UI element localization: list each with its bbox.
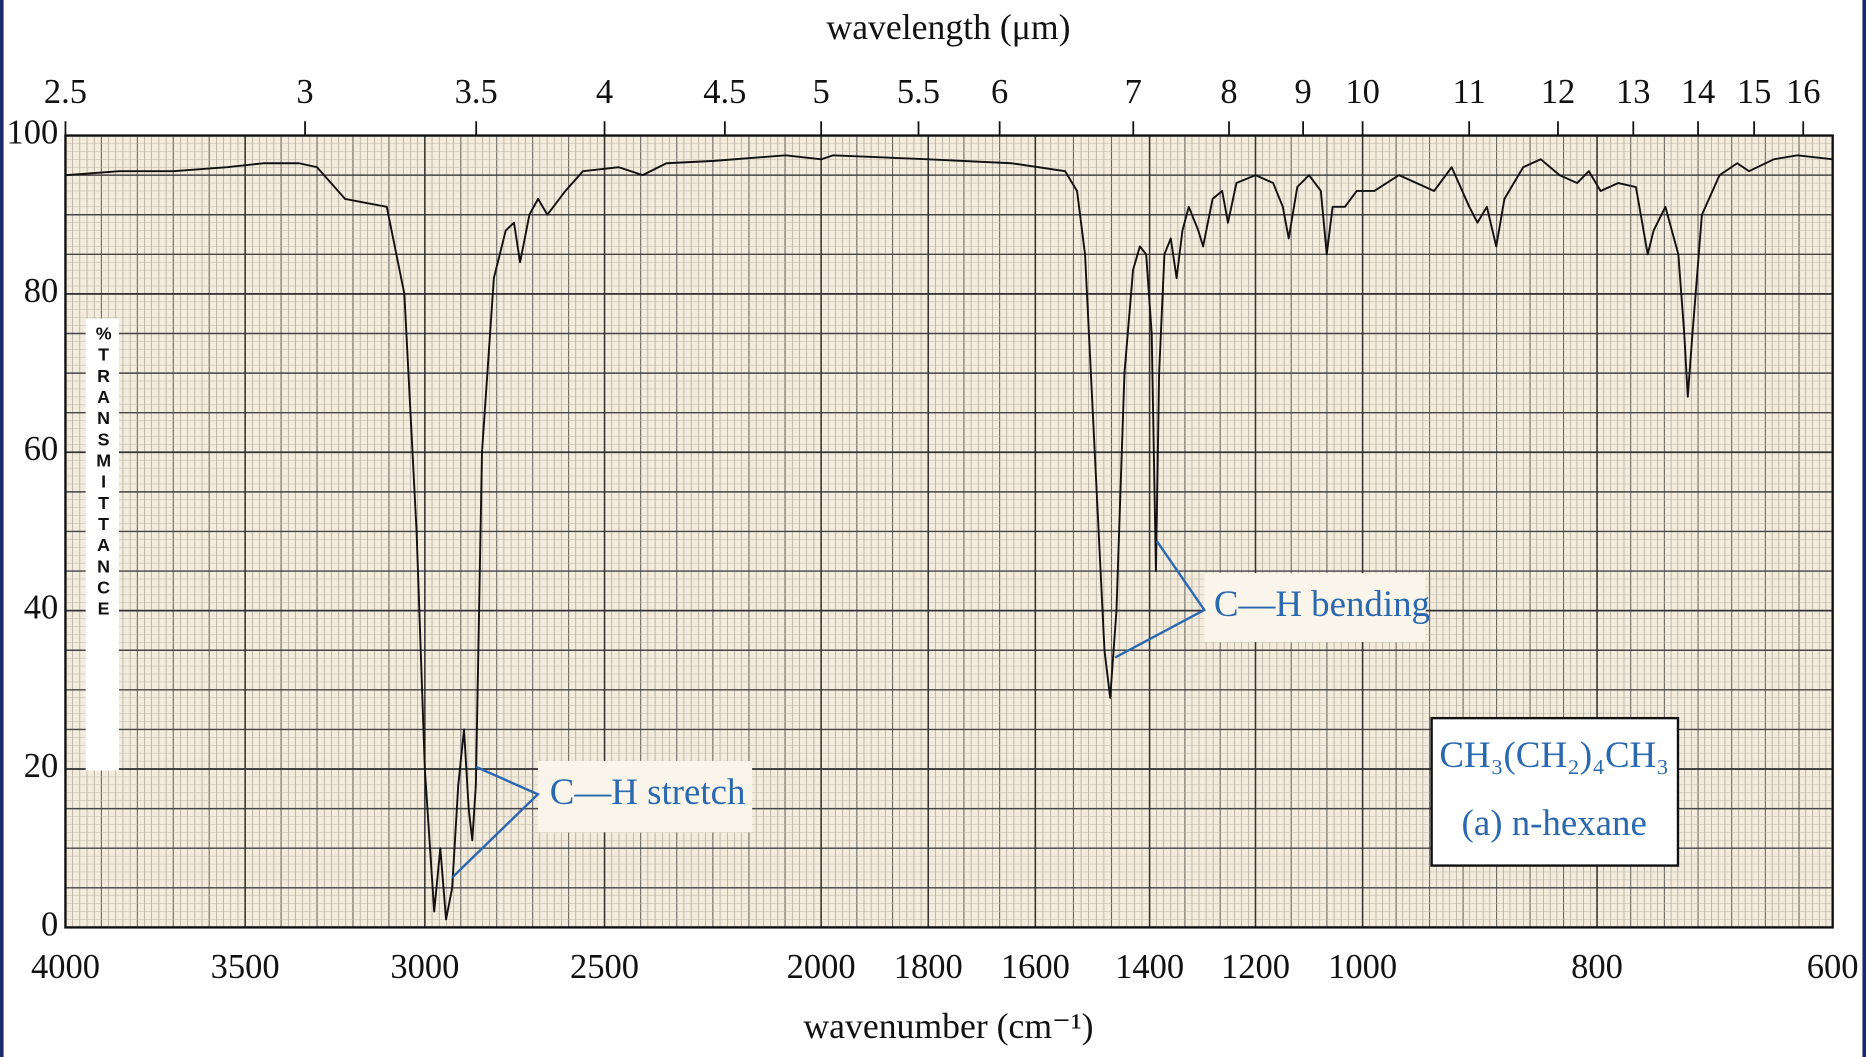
annotation: C—H stretch xyxy=(550,771,746,812)
pointer xyxy=(1114,540,1207,659)
annotations: C—H stretch C—H bending CH₃(CH₂)₄CH₃ (a)… xyxy=(451,540,1680,879)
x2-axis-label: wavelength (μm) xyxy=(826,7,1070,47)
x-tick-label: 3500 xyxy=(211,948,280,986)
x2-tick-label: 11 xyxy=(1453,73,1486,111)
x2-tick-label: 13 xyxy=(1616,73,1651,111)
grid xyxy=(64,134,1834,929)
x-tick-label: 1200 xyxy=(1221,948,1290,986)
x-tick-label: 1800 xyxy=(894,948,963,986)
x2-tick-label: 12 xyxy=(1541,73,1576,111)
y-tick-label: 0 xyxy=(41,905,58,943)
y-tick-label: 20 xyxy=(24,747,58,785)
x2-tick-label: 4.5 xyxy=(703,73,746,111)
annotation-bg xyxy=(537,760,753,833)
x2-tick-label: 8 xyxy=(1220,73,1237,111)
annotation: CH₃(CH₂)₄CH₃ xyxy=(1439,734,1669,776)
annotation: C—H bending xyxy=(1214,583,1430,624)
y-axis-label: %TRANSMITTANCE xyxy=(94,323,114,620)
plot-frame xyxy=(64,134,1834,929)
x2-tick-label: 14 xyxy=(1681,73,1716,111)
x2-tick-label: 2.5 xyxy=(44,73,87,111)
annotation: (a) n-hexane xyxy=(1462,802,1647,844)
x-tick-label: 2000 xyxy=(787,948,856,986)
y-tick-label: 100 xyxy=(7,113,59,151)
x-axis-label: wavenumber (cm⁻¹) xyxy=(803,1006,1093,1046)
frame-edge xyxy=(0,0,4,1057)
x2-tick-label: 10 xyxy=(1345,73,1380,111)
compound-box xyxy=(1430,716,1680,867)
x-tick-label: 2500 xyxy=(570,948,639,986)
y-tick-label: 40 xyxy=(24,589,58,627)
x2-tick-label: 15 xyxy=(1737,73,1772,111)
frame-edge xyxy=(1862,0,1866,1057)
pointer xyxy=(451,765,540,879)
x2-tick-label: 3.5 xyxy=(455,73,498,111)
y-tick-label: 60 xyxy=(24,430,58,468)
x-tick-label: 4000 xyxy=(31,948,100,986)
spectrum-line xyxy=(65,154,1833,921)
x2-tick-label: 7 xyxy=(1125,73,1142,111)
y-tick-label: 80 xyxy=(24,272,58,310)
x-tick-label: 600 xyxy=(1807,948,1859,986)
x2-tick-label: 4 xyxy=(596,73,613,111)
y-label-bg xyxy=(85,318,120,771)
x-tick-label: 1400 xyxy=(1115,948,1184,986)
x2-tick-label: 16 xyxy=(1786,73,1821,111)
x2-tick-label: 5.5 xyxy=(897,73,940,111)
x-tick-label: 1600 xyxy=(1001,948,1070,986)
x-tick-label: 800 xyxy=(1571,948,1623,986)
annotation-bg xyxy=(1204,573,1426,643)
axes: 0 20 40 60 80 100 4000 3500 3000 2500 2000 1800 1600… xyxy=(7,73,1859,986)
x2-tick-label: 6 xyxy=(991,73,1008,111)
x-tick-label: 3000 xyxy=(390,948,459,986)
x2-tick-label: 3 xyxy=(296,73,313,111)
x2-tick-label: 9 xyxy=(1294,73,1311,111)
x-tick-label: 1000 xyxy=(1328,948,1397,986)
x2-tick-label: 5 xyxy=(813,73,830,111)
